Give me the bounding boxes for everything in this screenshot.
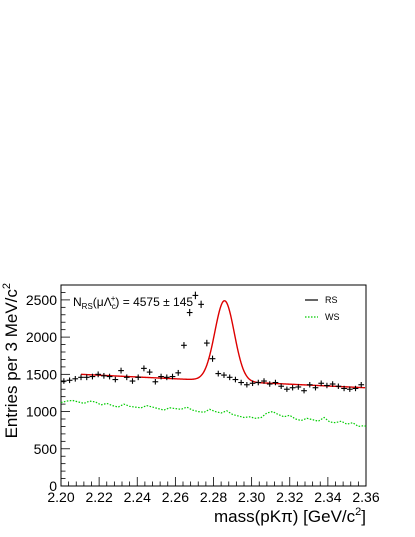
rs-data-point: [112, 376, 119, 383]
rs-data-point: [192, 291, 199, 300]
rs-data-point: [169, 373, 176, 380]
rs-data-point: [203, 339, 210, 347]
legend: RS WS: [305, 295, 340, 322]
x-tick-label: 2.28: [200, 489, 227, 505]
rs-data-point: [158, 373, 164, 380]
rs-data-point: [118, 367, 124, 374]
y-tick-label: 2500: [26, 292, 57, 308]
rs-data-point: [141, 365, 147, 372]
rs-data-point: [186, 308, 193, 317]
rs-data-point: [175, 369, 182, 376]
x-tick-label: 2.32: [276, 489, 303, 505]
y-tick-label: 0: [49, 478, 57, 494]
annotation-superscript: +: [111, 294, 116, 303]
rs-data-point: [61, 378, 67, 384]
rs-data-point: [335, 383, 342, 389]
rs-data-point: [358, 382, 365, 388]
x-tick-label: 2.36: [352, 489, 379, 505]
rs-data-point: [66, 377, 73, 384]
rs-data-point: [266, 381, 273, 387]
rs-data-point: [272, 379, 279, 386]
y-axis-ticks: 0 500 1000 1500 2000 2500: [26, 284, 70, 494]
rs-data-point: [129, 378, 136, 384]
rs-data-point: [238, 379, 244, 386]
annotation-open: (μΛ: [93, 295, 112, 309]
rs-data-point: [215, 370, 222, 377]
x-tick-label: 2.20: [47, 489, 74, 505]
x-tick-label: 2.22: [86, 489, 113, 505]
y-axis-title: Entries per 3 MeV/c2: [1, 283, 21, 438]
rs-data-point: [181, 342, 187, 349]
annotation-close: ): [115, 295, 119, 309]
rs-data-point: [123, 374, 130, 381]
rs-data-point: [78, 374, 84, 381]
rs-data-point: [198, 300, 204, 309]
rs-data-point: [89, 373, 96, 380]
rs-data-point: [95, 371, 102, 378]
rs-data-point: [106, 373, 113, 380]
rs-data-point: [346, 386, 353, 392]
rs-data-point: [209, 355, 216, 362]
y-tick-label: 1500: [26, 366, 57, 382]
rs-data-point: [341, 385, 347, 392]
rs-data-point: [312, 385, 319, 391]
rs-data-point: [83, 374, 90, 381]
rs-data-point: [352, 385, 359, 392]
rs-data-point: [306, 382, 313, 388]
rs-data-point: [329, 381, 336, 387]
ws-line: [60, 399, 367, 428]
y-tick-label: 2000: [26, 329, 57, 345]
yield-annotation: NRS(μΛc+) = 4575 ± 145: [73, 294, 193, 311]
annotation-prefix: N: [73, 295, 82, 309]
x-axis-title: mass(pKπ) [GeV/c2]: [214, 506, 366, 526]
rs-data-point: [318, 380, 325, 387]
rs-data-point: [244, 382, 250, 388]
rs-data-point: [101, 372, 107, 379]
annotation-subscript: c: [112, 302, 116, 311]
rs-data-point: [249, 380, 256, 387]
rs-data-point: [261, 378, 267, 384]
y-tick-label: 1000: [26, 404, 57, 420]
rs-data-point: [301, 388, 307, 394]
ws-series: [60, 399, 367, 428]
rs-data-point: [72, 375, 79, 382]
rs-data-point: [278, 383, 285, 389]
fit-line: [80, 300, 366, 389]
legend-rs-label: RS: [325, 295, 338, 305]
x-tick-label: 2.26: [162, 489, 189, 505]
rs-data-point: [226, 374, 233, 381]
rs-data-point: [221, 372, 227, 378]
fit-curve: [80, 300, 366, 389]
x-tick-label: 2.24: [124, 489, 151, 505]
rs-series: [61, 291, 365, 394]
rs-data-point: [146, 369, 153, 376]
rs-data-point: [232, 376, 239, 383]
x-tick-label: 2.30: [238, 489, 265, 505]
annotation-value: = 4575 ± 145: [119, 295, 193, 309]
x-axis-ticks: 2.20 2.22 2.24 2.26 2.28 2.30 2.32 2.34 2.36: [47, 477, 380, 505]
rs-data-point: [289, 385, 296, 391]
legend-ws-label: WS: [325, 312, 340, 322]
rs-data-point: [152, 378, 159, 385]
rs-data-point: [324, 382, 330, 389]
y-tick-label: 500: [34, 441, 58, 457]
rs-data-point: [135, 374, 142, 381]
rs-data-point: [163, 374, 170, 381]
rs-data-point: [255, 379, 262, 386]
rs-data-point: [295, 384, 302, 390]
annotation-prefix-subscript: RS: [82, 302, 93, 311]
x-tick-label: 2.34: [314, 489, 341, 505]
rs-data-point: [284, 386, 290, 392]
